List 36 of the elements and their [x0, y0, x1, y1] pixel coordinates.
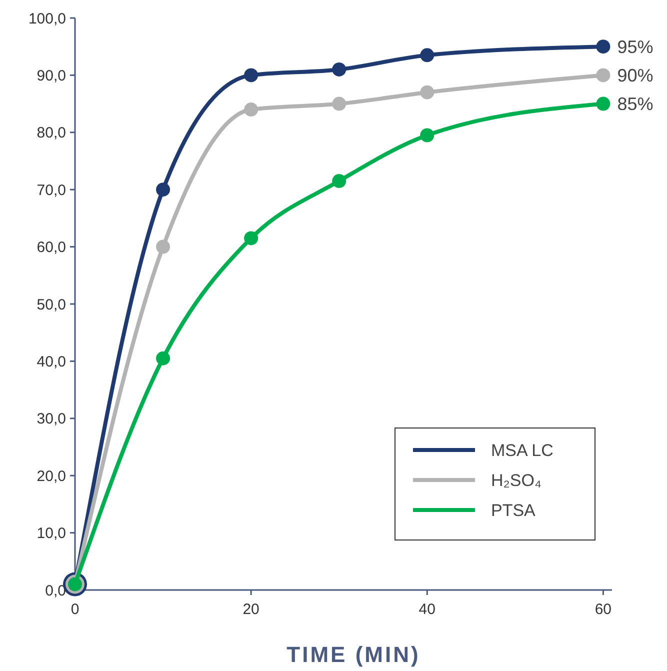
y-tick-label: 10,0 — [36, 525, 66, 542]
y-tick-label: 90,0 — [36, 67, 66, 84]
point — [596, 68, 610, 82]
point — [332, 174, 346, 188]
point — [596, 96, 610, 111]
point — [244, 102, 258, 117]
point — [332, 96, 346, 111]
y-tick-label: 80,0 — [36, 124, 66, 142]
point — [420, 48, 434, 62]
point — [332, 62, 346, 76]
y-tick-label: 60,0 — [36, 239, 66, 256]
point — [156, 351, 170, 366]
text: 85% — [617, 94, 654, 114]
legend-label: PTSA — [491, 500, 536, 520]
point — [596, 40, 610, 54]
legend-label: H₂SO₄ — [491, 470, 542, 490]
point — [156, 182, 170, 197]
x-tick-label: 40 — [418, 601, 436, 618]
x-tick-label: 0 — [70, 601, 80, 618]
y-tick-label: 70,0 — [36, 182, 66, 199]
point — [420, 128, 434, 142]
x-tick-label: 60 — [594, 601, 612, 618]
y-tick-label: 40,0 — [36, 353, 66, 370]
point — [244, 231, 258, 246]
point — [156, 240, 170, 254]
y-tick-label: 20,0 — [36, 468, 66, 485]
text: 95% — [617, 36, 654, 57]
y-tick-label: 100,0 — [28, 10, 66, 28]
x-tick-label: 20 — [242, 601, 260, 618]
legend-label: MSA LC — [491, 440, 554, 460]
point — [244, 68, 258, 82]
y-tick-label: 30,0 — [36, 410, 66, 428]
x-axis-title: TIME (MIN) — [286, 642, 420, 667]
text: 90% — [617, 66, 654, 86]
y-tick-label: 50,0 — [36, 296, 66, 314]
point — [420, 85, 434, 100]
